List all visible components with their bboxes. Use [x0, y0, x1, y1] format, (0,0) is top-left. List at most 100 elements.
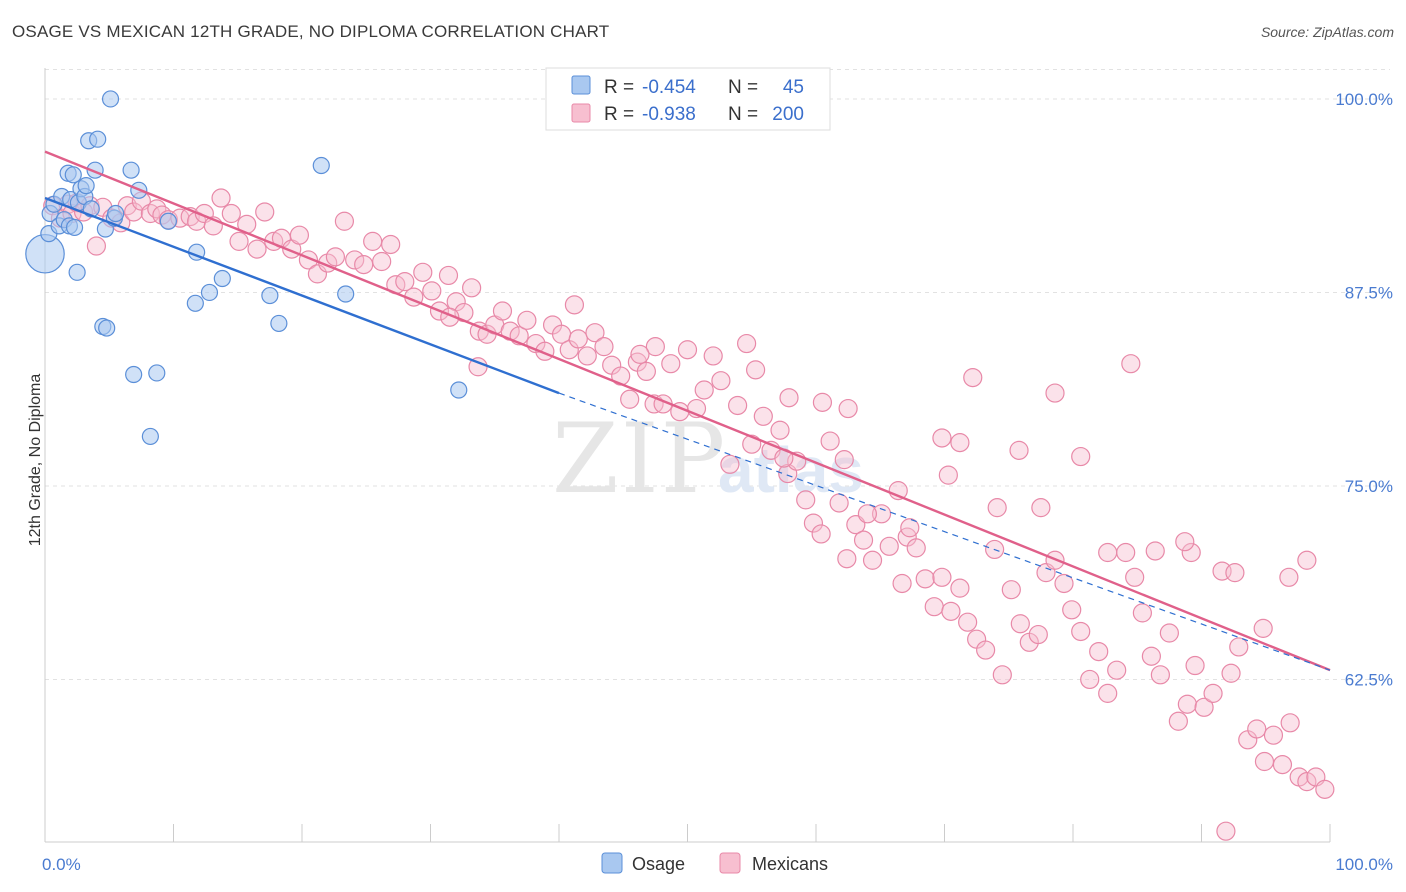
- mexicans-point: [1315, 779, 1335, 799]
- legend-box: [545, 67, 831, 131]
- mexicans-point: [770, 420, 790, 440]
- osage-point: [337, 285, 355, 303]
- osage-point: [450, 381, 468, 399]
- y-axis-label: 12th Grade, No Diploma: [27, 374, 44, 547]
- osage-points: [25, 90, 468, 446]
- mexicans-point: [247, 239, 267, 259]
- mexicans-point: [1175, 532, 1195, 552]
- mexicans-point: [1071, 621, 1091, 642]
- mexicans-point: [728, 395, 748, 416]
- trend-lines: [44, 150, 1331, 672]
- mexicans-point: [1194, 697, 1214, 717]
- stats-legend: R = -0.454 N = 45 R = -0.938 N = 200: [545, 67, 831, 131]
- osage-point: [89, 130, 107, 148]
- mexicans-point: [211, 188, 231, 208]
- axes: [44, 68, 1331, 843]
- mexicans-point: [753, 406, 773, 426]
- osage-point: [312, 156, 330, 175]
- mexicans-point: [1185, 655, 1205, 676]
- mexicans-point: [992, 665, 1012, 685]
- mexicans-point: [289, 225, 310, 245]
- mexicans-point: [345, 250, 365, 270]
- mexicans-point: [1001, 580, 1021, 600]
- mexicans-point: [630, 344, 650, 364]
- mexicans-point: [932, 428, 952, 448]
- osage-point: [200, 283, 219, 302]
- legend-n-label: N =: [728, 77, 758, 98]
- mexicans-point: [1229, 637, 1249, 657]
- mexicans-point: [661, 354, 681, 374]
- mexicans-point: [620, 389, 640, 409]
- osage-point: [141, 427, 159, 446]
- osage-trend-line: [44, 196, 560, 395]
- mexicans-point: [950, 433, 970, 453]
- mexicans-point: [938, 465, 958, 485]
- mexicans-point: [820, 431, 840, 451]
- mexicans-point: [577, 346, 597, 366]
- mexicans-point: [737, 333, 757, 354]
- mexicans-point: [1225, 563, 1245, 583]
- mexicans-point: [1010, 614, 1030, 634]
- x-tick-labels: 0.0% 100.0%: [42, 855, 1393, 874]
- mexicans-point: [86, 236, 107, 256]
- mexicans-point: [746, 360, 766, 380]
- mexicans-point: [694, 380, 714, 400]
- mexicans-point: [906, 538, 926, 558]
- mexicans-point: [1071, 446, 1091, 467]
- osage-point: [98, 319, 116, 337]
- mexicans-point: [871, 504, 892, 524]
- osage-point: [213, 269, 231, 288]
- mexicans-point: [1297, 550, 1317, 570]
- osage-trend-extension: [558, 392, 1331, 671]
- y-tick-labels: 100.0% 87.5% 75.0% 62.5%: [1335, 90, 1393, 690]
- mexicans-point: [932, 567, 952, 587]
- mexicans-point: [838, 398, 858, 419]
- mexicans-point: [837, 549, 857, 569]
- mexicans-point: [1054, 573, 1074, 594]
- legend-r-label: R =: [604, 104, 634, 125]
- series-legend: Osage Mexicans: [601, 852, 828, 874]
- mexicans-point: [963, 368, 983, 388]
- legend-n-value: 200: [772, 104, 804, 125]
- mexicans-point: [677, 340, 698, 360]
- mexicans-point: [438, 265, 459, 286]
- mexicans-point: [1098, 542, 1118, 563]
- mexicans-point: [811, 524, 831, 544]
- mexicans-point: [1168, 711, 1188, 731]
- mexicans-point: [1141, 646, 1161, 666]
- osage-point: [148, 364, 166, 382]
- mexicans-point: [1263, 725, 1284, 745]
- osage-point: [77, 177, 95, 195]
- mexicans-point: [812, 392, 833, 412]
- mexicans-point: [1121, 354, 1141, 374]
- mexicans-point: [1216, 821, 1236, 841]
- mexicans-point: [1080, 669, 1100, 690]
- source-label: Source: ZipAtlas.com: [1260, 24, 1394, 40]
- y-tick-label: 87.5%: [1345, 283, 1393, 302]
- mexicans-point: [1253, 618, 1273, 638]
- mexicans-point: [395, 272, 415, 292]
- mexicans-point: [958, 612, 978, 632]
- mexicans-point: [1181, 542, 1201, 563]
- mexicans-point: [229, 231, 249, 251]
- mexicans-point: [1150, 665, 1170, 685]
- mexicans-point: [1009, 440, 1029, 460]
- mexicans-point: [564, 295, 585, 315]
- chart-title: OSAGE VS MEXICAN 12TH GRADE, NO DIPLOMA …: [12, 22, 610, 41]
- mexicans-point: [879, 536, 899, 556]
- mexicans-point: [517, 310, 537, 330]
- mexicans-point: [221, 203, 241, 224]
- y-tick-label: 100.0%: [1335, 90, 1393, 109]
- osage-point: [186, 294, 204, 312]
- mexicans-point: [585, 323, 605, 343]
- mexicans-point: [1203, 683, 1223, 703]
- mexicans-point: [1254, 751, 1275, 772]
- mexicans-point: [1297, 772, 1317, 792]
- mexicans-point: [363, 231, 383, 251]
- watermark-zip: ZIP: [552, 403, 727, 515]
- mexicans-point: [1125, 567, 1145, 587]
- mexicans-point: [255, 202, 275, 222]
- legend-r-value: -0.938: [642, 104, 696, 125]
- mexicans-point: [422, 281, 442, 301]
- osage-point: [122, 161, 140, 179]
